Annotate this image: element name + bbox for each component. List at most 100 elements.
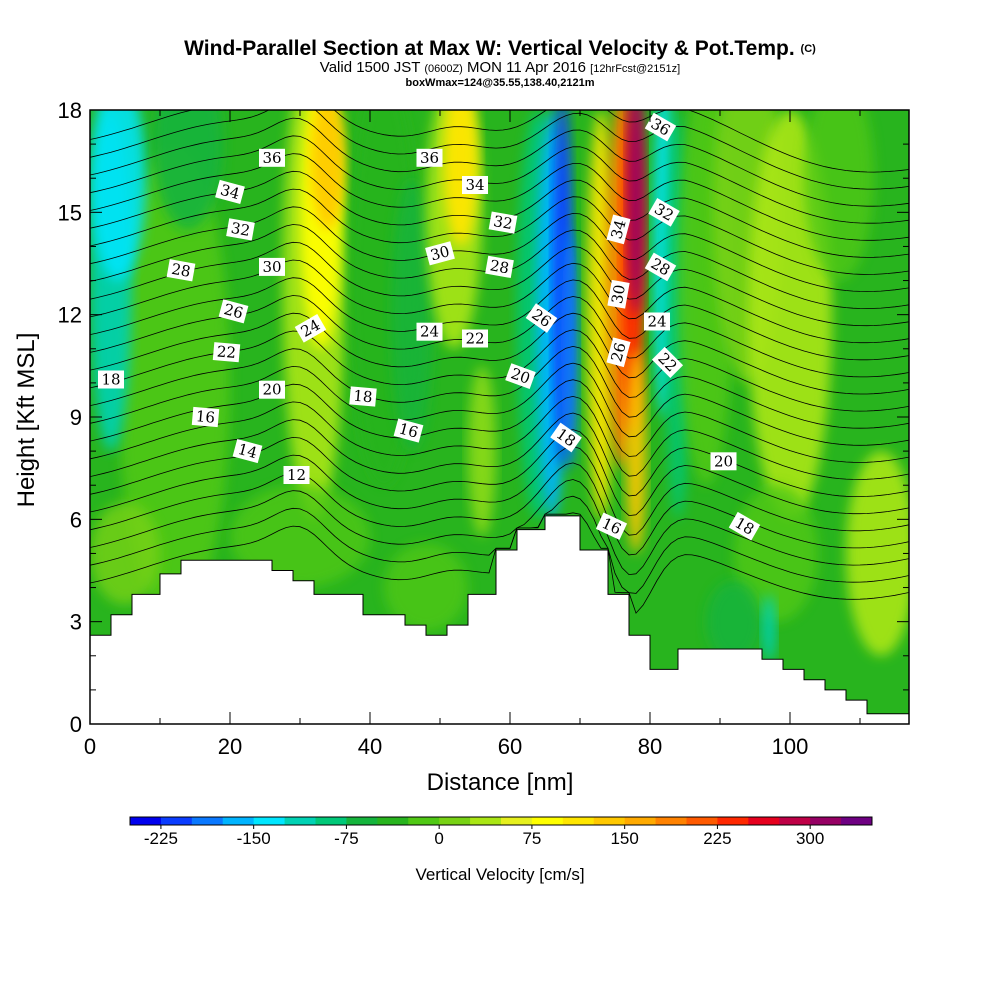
theta-contour-line [90,395,909,480]
theta-contour-label: 36 [259,148,285,167]
contour-label-text: 20 [262,381,281,399]
contour-label-box [488,211,518,234]
velocity-region [310,110,346,230]
contour-label-text: 18 [353,387,374,407]
theta-contour-label: 22 [212,342,241,363]
contour-label-box [259,257,285,276]
velocity-region [90,110,146,281]
colorbar-tick-label: -150 [237,829,271,848]
theta-contour-line [90,117,909,207]
theta-contour-label: 18 [728,511,761,541]
valid-time-utc: (0600Z) [424,63,463,75]
contour-label-text: 28 [170,260,192,281]
theta-contour-label: 20 [505,363,536,390]
contour-label-text: 16 [397,419,420,441]
theta-contour-line [90,241,909,327]
contour-label-box [215,179,245,204]
contour-label-box [644,312,670,331]
contour-label-box [294,314,327,343]
contour-label-box [212,342,241,363]
contour-label-text: 20 [508,364,532,387]
y-tick-label: 12 [58,303,82,328]
theta-contour-label: 30 [425,241,455,266]
colorbar-swatch [810,817,842,825]
theta-contour-line [90,462,909,556]
x-tick-label: 40 [358,734,382,759]
contour-label-box [644,112,677,142]
valid-time: Valid 1500 JST [319,59,421,76]
colorbar-tick-label: 225 [703,829,731,848]
velocity-region [391,178,433,452]
contour-label-box [218,299,249,324]
theta-contour-label: 18 [349,386,377,407]
contour-label-box [595,512,628,540]
contour-label-box [505,363,536,390]
theta-contour-label: 16 [393,418,424,443]
colorbar-tick-label: 150 [610,829,638,848]
velocity-region [90,502,160,605]
colorbar-tick-label: 75 [522,829,541,848]
contour-label-box [166,259,196,282]
theta-contour-line [90,153,909,241]
contour-label-box [416,322,443,341]
theta-contour-label: 26 [218,299,249,324]
contour-label-text: 26 [607,341,629,364]
colorbar-swatch [160,817,193,825]
contour-label-text: 22 [216,342,237,362]
contour-label-text: 30 [608,283,629,305]
velocity-region [153,110,223,230]
contour-label-box [648,198,680,227]
theta-contour-label: 24 [644,312,670,331]
theta-contour-line [90,495,909,594]
theta-contour-line [90,206,909,292]
theta-contour-label: 34 [462,176,488,194]
x-tick-label: 100 [772,734,809,759]
colorbar-tick-label: 0 [434,829,443,848]
contour-label-text: 26 [222,300,245,322]
contour-label-text: 32 [230,219,252,240]
theta-contour-label: 28 [485,255,514,279]
contour-label-text: 30 [428,242,451,264]
theta-contour-label: 32 [488,211,518,234]
colorbar-frame [129,816,873,826]
y-tick-label: 15 [58,200,82,225]
theta-contour-label: 32 [226,218,255,241]
velocity-region [468,365,496,537]
y-tick-label: 18 [58,98,82,123]
theta-contour-label: 18 [98,370,124,389]
theta-contour-label: 28 [166,259,196,282]
contour-label-box [550,422,582,453]
contour-label-text: 36 [420,149,439,167]
theta-contour-line [90,445,909,536]
contour-label-text: 30 [262,258,281,276]
colorbar-tick-label: 300 [796,829,824,848]
chart-title-block: Wind-Parallel Section at Max W: Vertical… [0,38,1000,90]
contour-label-box [606,337,631,368]
theta-contour-label: 26 [606,337,631,368]
contour-label-box [485,255,514,279]
theta-contour-line [90,110,909,173]
contour-label-box [259,380,285,399]
colorbar-swatch [841,817,873,825]
x-axis-title: Distance [nm] [427,769,574,796]
colorbar-swatch [624,817,657,825]
forecast-info: [12hrFcst@2151z] [590,63,681,75]
theta-contour-label: 14 [232,439,263,464]
theta-contour-label: 24 [416,322,443,341]
title-copyright-mark: (C) [800,43,816,55]
x-tick-label: 60 [498,734,522,759]
velocity-region [734,485,818,622]
contour-label-box [425,241,455,266]
colorbar-swatch [748,817,780,825]
theta-contour-line [90,188,909,275]
velocity-region [706,580,762,663]
theta-contour-line [90,312,909,395]
contour-label-text: 22 [465,330,484,348]
contour-label-box [644,252,677,282]
contour-label-text: 12 [287,466,306,484]
theta-contour-line [90,110,909,190]
contour-label-text: 14 [236,440,259,462]
contour-label-text: 18 [101,371,120,389]
